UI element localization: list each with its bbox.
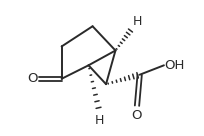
Text: H: H: [95, 114, 104, 127]
Text: O: O: [132, 109, 142, 122]
Text: O: O: [28, 72, 38, 85]
Text: OH: OH: [165, 59, 185, 72]
Text: H: H: [133, 15, 142, 28]
